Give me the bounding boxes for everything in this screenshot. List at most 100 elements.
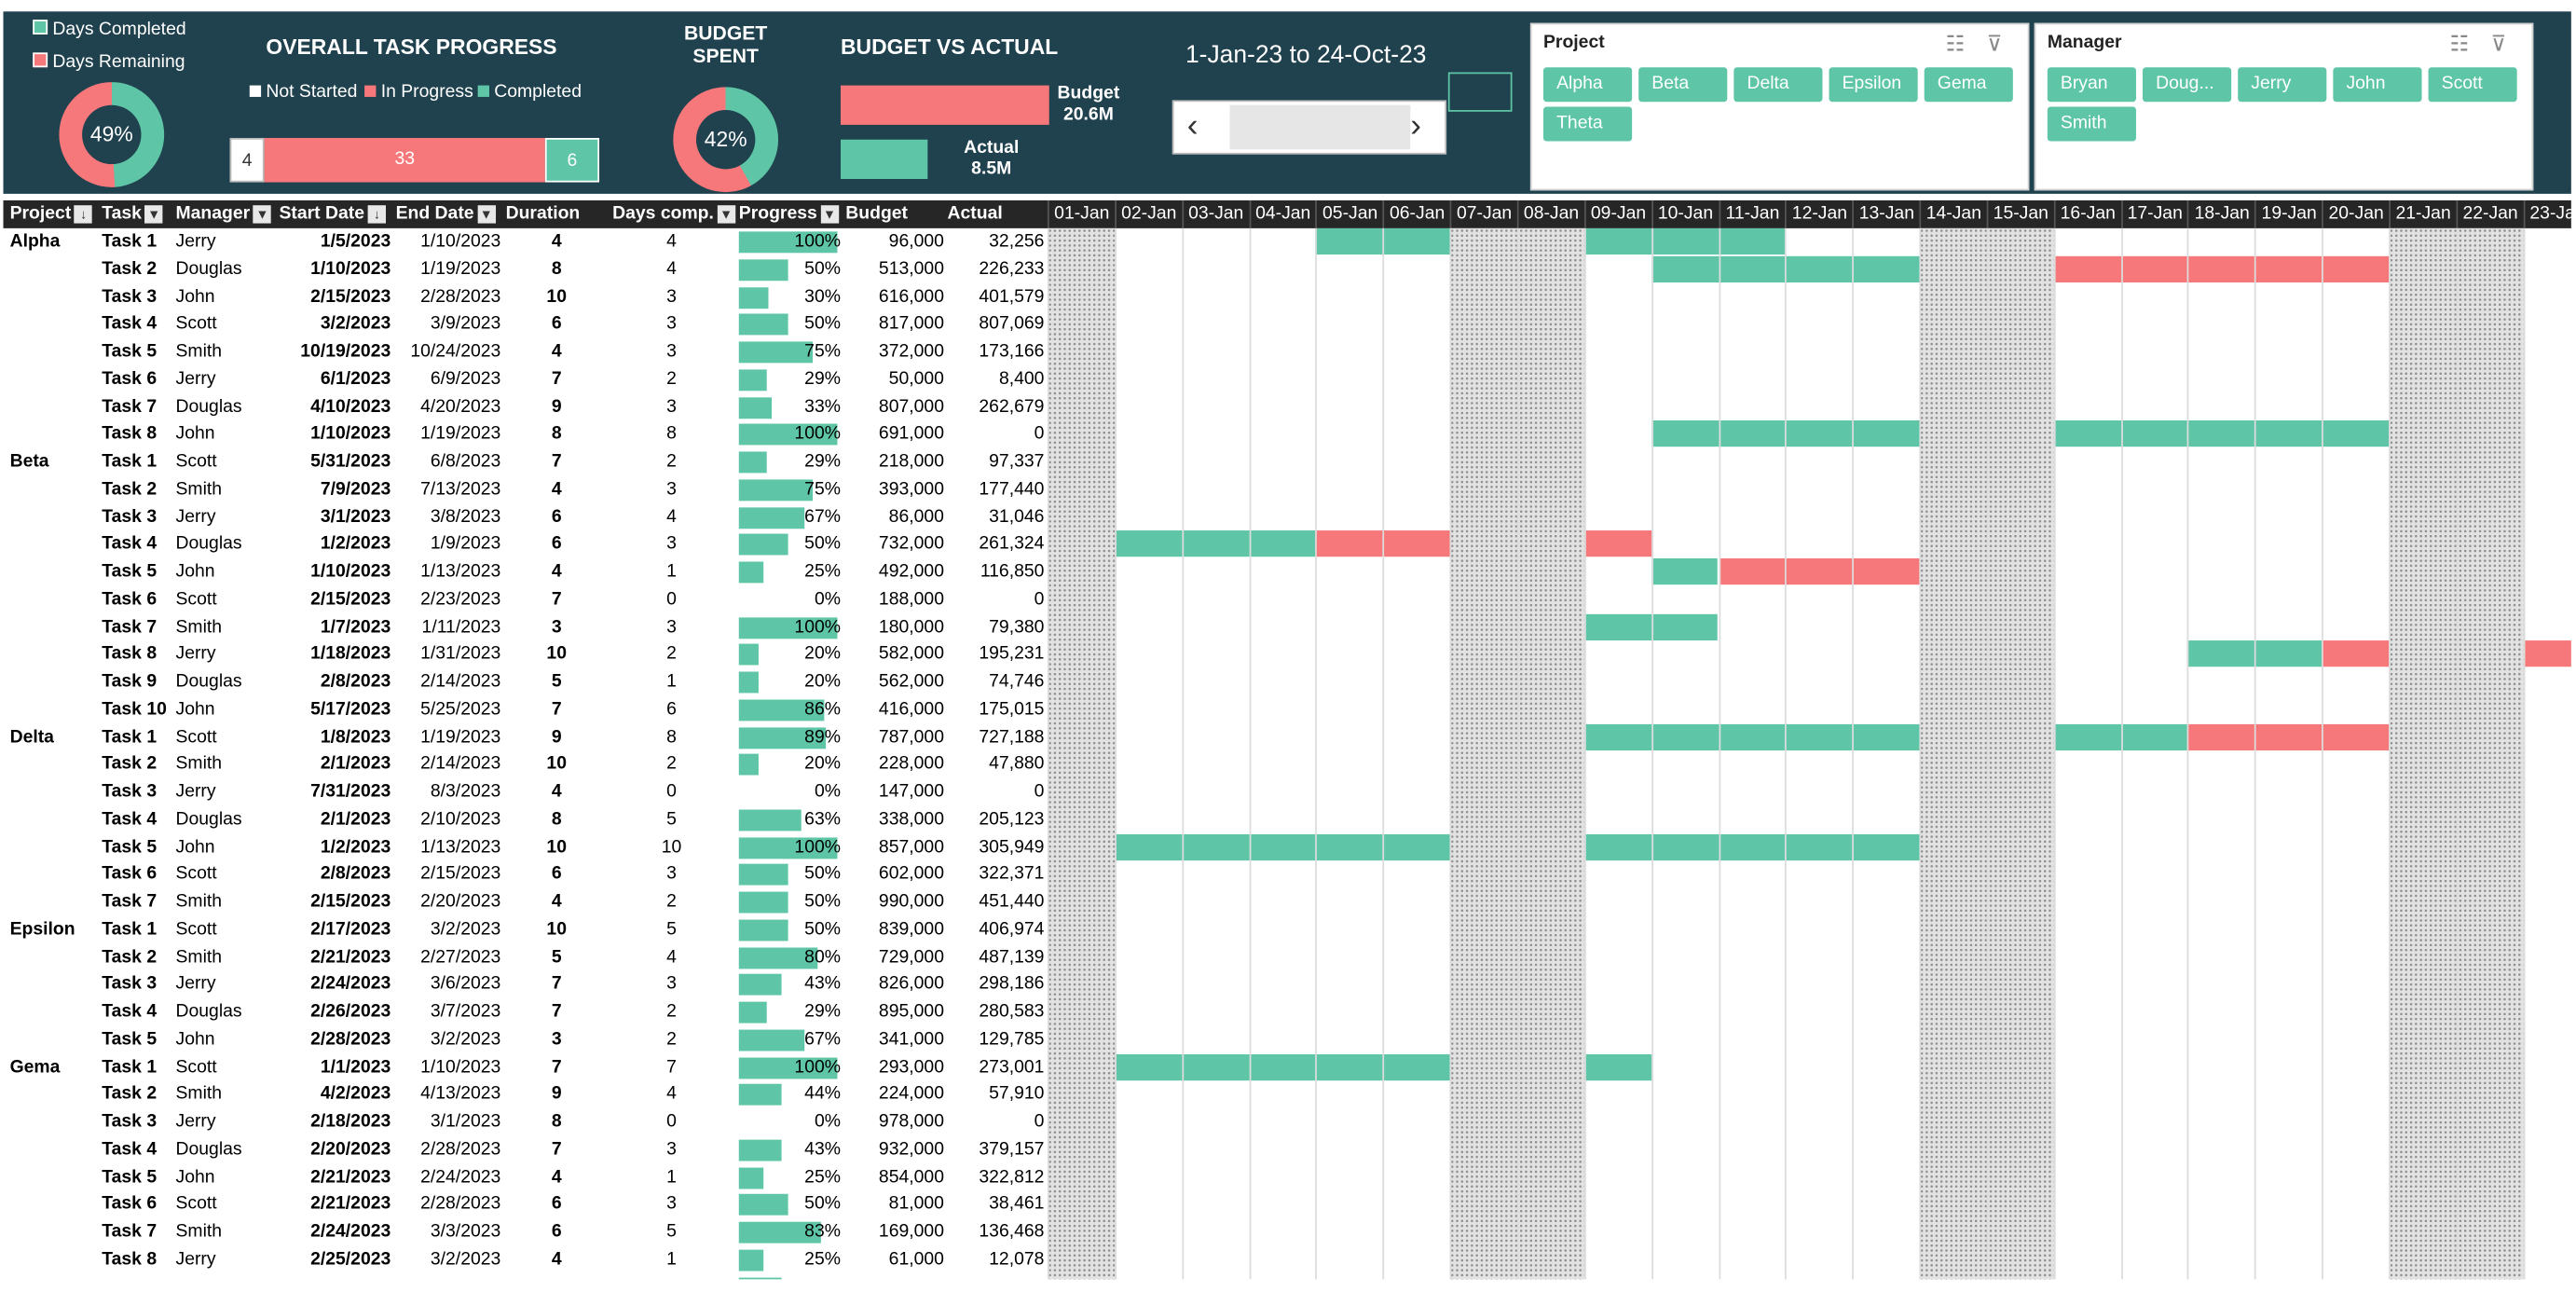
scroll-left-button[interactable]: ‹ — [1186, 108, 1199, 145]
slicer-item-smith[interactable]: Smith — [2047, 106, 2136, 142]
date-column-header: 19-Jan — [2254, 199, 2322, 228]
slicer-item-delta[interactable]: Delta — [1733, 67, 1823, 103]
gantt-gridline — [1785, 227, 1788, 1280]
cell-manager: Scott — [175, 313, 217, 335]
cell-end: 1/10/2023 — [420, 231, 501, 252]
multi-select-icon[interactable]: ☷ — [2449, 31, 2469, 56]
table-row: Delta Task 1 Scott 1/8/2023 1/19/2023 9 8 89% 78… — [4, 723, 2571, 751]
cell-manager: Smith — [175, 946, 223, 967]
cell-actual: 31,046 — [989, 506, 1045, 527]
gantt-bar — [1583, 530, 1651, 557]
project-slicer: Project ☷ ⊽ Alpha Beta Delta Epsilon Gema The… — [1529, 22, 2030, 191]
column-header-task[interactable]: Task ▼ — [102, 200, 163, 228]
slicer-item-beta[interactable]: Beta — [1638, 67, 1728, 103]
cell-manager: Scott — [175, 919, 217, 940]
timeline-scrollbar[interactable]: ‹ › — [1172, 100, 1447, 155]
cell-task: Task 10 — [102, 699, 167, 720]
table-row: Task 5 John 1/10/2023 1/13/2023 4 1 25% 492,000… — [4, 557, 2571, 586]
cell-actual: 262,679 — [979, 396, 1045, 417]
cell-duration: 3 — [551, 616, 562, 637]
cell-task: Task 3 — [102, 1111, 158, 1132]
cell-actual: 727,188 — [979, 726, 1045, 747]
column-header-startdate[interactable]: Start Date ↓ — [279, 200, 386, 228]
legend-label: In Progress — [380, 82, 473, 103]
legend-days-remaining: Days Remaining — [33, 51, 185, 75]
manager-slicer-title: Manager — [2047, 33, 2122, 53]
cell-manager: Scott — [175, 864, 217, 885]
cell-manager: Smith — [175, 616, 223, 637]
slicer-item-gema[interactable]: Gema — [1924, 67, 2013, 103]
slicer-item-scott[interactable]: Scott — [2428, 67, 2517, 103]
clear-filter-icon[interactable]: ⊽ — [1986, 31, 2003, 56]
slicer-item-doug[interactable]: Doug... — [2143, 67, 2232, 103]
cell-task: Task 3 — [102, 286, 158, 307]
actual-bar — [840, 139, 928, 180]
slicer-item-theta[interactable]: Theta — [1542, 106, 1633, 142]
date-column-header: 15-Jan — [1986, 199, 2053, 228]
cell-manager: Jerry — [175, 644, 216, 665]
filter-dropdown-icon[interactable]: ↓ — [74, 204, 93, 223]
slicer-item-john[interactable]: John — [2333, 67, 2422, 103]
overall-task-progress-title: OVERALL TASK PROGRESS — [266, 34, 557, 60]
cell-task: Task 6 — [102, 1194, 158, 1215]
column-header-manager[interactable]: Manager ▼ — [176, 200, 272, 228]
column-header-enddate[interactable]: End Date ▼ — [396, 200, 496, 228]
column-header-label: End Date — [395, 203, 474, 224]
column-header-dayscomp[interactable]: Days comp. ▼ — [612, 200, 735, 228]
filter-dropdown-icon[interactable]: ▼ — [253, 204, 272, 223]
filter-dropdown-icon[interactable]: ↓ — [367, 204, 386, 223]
cell-progress: 75% — [804, 341, 841, 362]
table-row: Task 6 Scott 2/21/2023 2/28/2023 6 3 50% 81,000… — [4, 1191, 2571, 1219]
clear-filter-icon[interactable]: ⊽ — [2490, 31, 2507, 56]
cell-start: 2/1/2023 — [320, 809, 391, 830]
slicer-item-bryan[interactable]: Bryan — [2047, 67, 2136, 103]
cell-actual: 401,579 — [979, 286, 1045, 307]
cell-duration: 4 — [551, 341, 562, 362]
cell-actual: 136,468 — [979, 1221, 1045, 1242]
cell-progress: 20% — [804, 644, 841, 665]
cell-task: Task 1 — [102, 231, 158, 252]
cell-manager: Douglas — [175, 1139, 242, 1160]
column-header-duration[interactable]: Duration — [506, 200, 581, 228]
cell-progress: 43% — [804, 1273, 841, 1280]
filter-dropdown-icon[interactable]: ▼ — [820, 204, 839, 223]
selected-cell-outline[interactable] — [1447, 72, 1513, 112]
column-header-progress[interactable]: Progress ▼ — [739, 200, 839, 228]
slicer-item-alpha[interactable]: Alpha — [1542, 67, 1633, 103]
manager-slicer: Manager ☷ ⊽ Bryan Doug... Jerry John Scott Sm… — [2034, 22, 2534, 191]
cell-manager: Smith — [175, 478, 223, 500]
cell-actual: 487,139 — [979, 946, 1045, 967]
teal-swatch — [477, 85, 489, 97]
cell-start: 1/5/2023 — [320, 231, 391, 252]
cell-budget: 817,000 — [878, 313, 944, 335]
progress-bar — [738, 286, 769, 309]
scroll-thumb[interactable] — [1229, 104, 1411, 150]
scroll-right-button[interactable]: › — [1410, 108, 1422, 145]
column-header-project[interactable]: Project ↓ — [10, 200, 93, 228]
filter-dropdown-icon[interactable]: ▼ — [144, 204, 163, 223]
slicer-item-epsilon[interactable]: Epsilon — [1829, 67, 1918, 103]
column-header-budget[interactable]: Budget — [845, 200, 908, 228]
progress-bar — [738, 1194, 788, 1216]
table-row: Task 2 Douglas 1/10/2023 1/19/2023 8 4 50% 513,… — [4, 255, 2571, 283]
table-row: Task 2 Smith 2/1/2023 2/14/2023 10 2 20% 228,00… — [4, 751, 2571, 779]
cell-budget: 582,000 — [878, 644, 944, 665]
cell-duration: 7 — [551, 699, 562, 720]
progress-bar — [738, 423, 838, 446]
slicer-item-jerry[interactable]: Jerry — [2238, 67, 2327, 103]
multi-select-icon[interactable]: ☷ — [1945, 31, 1966, 56]
gantt-bar — [2322, 640, 2390, 667]
cell-actual: 57,910 — [989, 1084, 1045, 1105]
cell-days: 3 — [666, 864, 677, 885]
column-header-actual[interactable]: Actual — [948, 200, 1003, 228]
gantt-gridline — [2523, 227, 2525, 1280]
filter-dropdown-icon[interactable]: ▼ — [477, 204, 496, 223]
filter-dropdown-icon[interactable]: ▼ — [717, 204, 735, 223]
date-column-header: 03-Jan — [1181, 199, 1249, 228]
cell-manager: John — [175, 1166, 215, 1187]
date-column-header: 20-Jan — [2322, 199, 2389, 228]
cell-budget: 169,000 — [878, 1221, 944, 1242]
cell-duration: 4 — [551, 1249, 562, 1270]
cell-duration: 4 — [551, 891, 562, 912]
cell-task: Task 8 — [102, 644, 158, 665]
